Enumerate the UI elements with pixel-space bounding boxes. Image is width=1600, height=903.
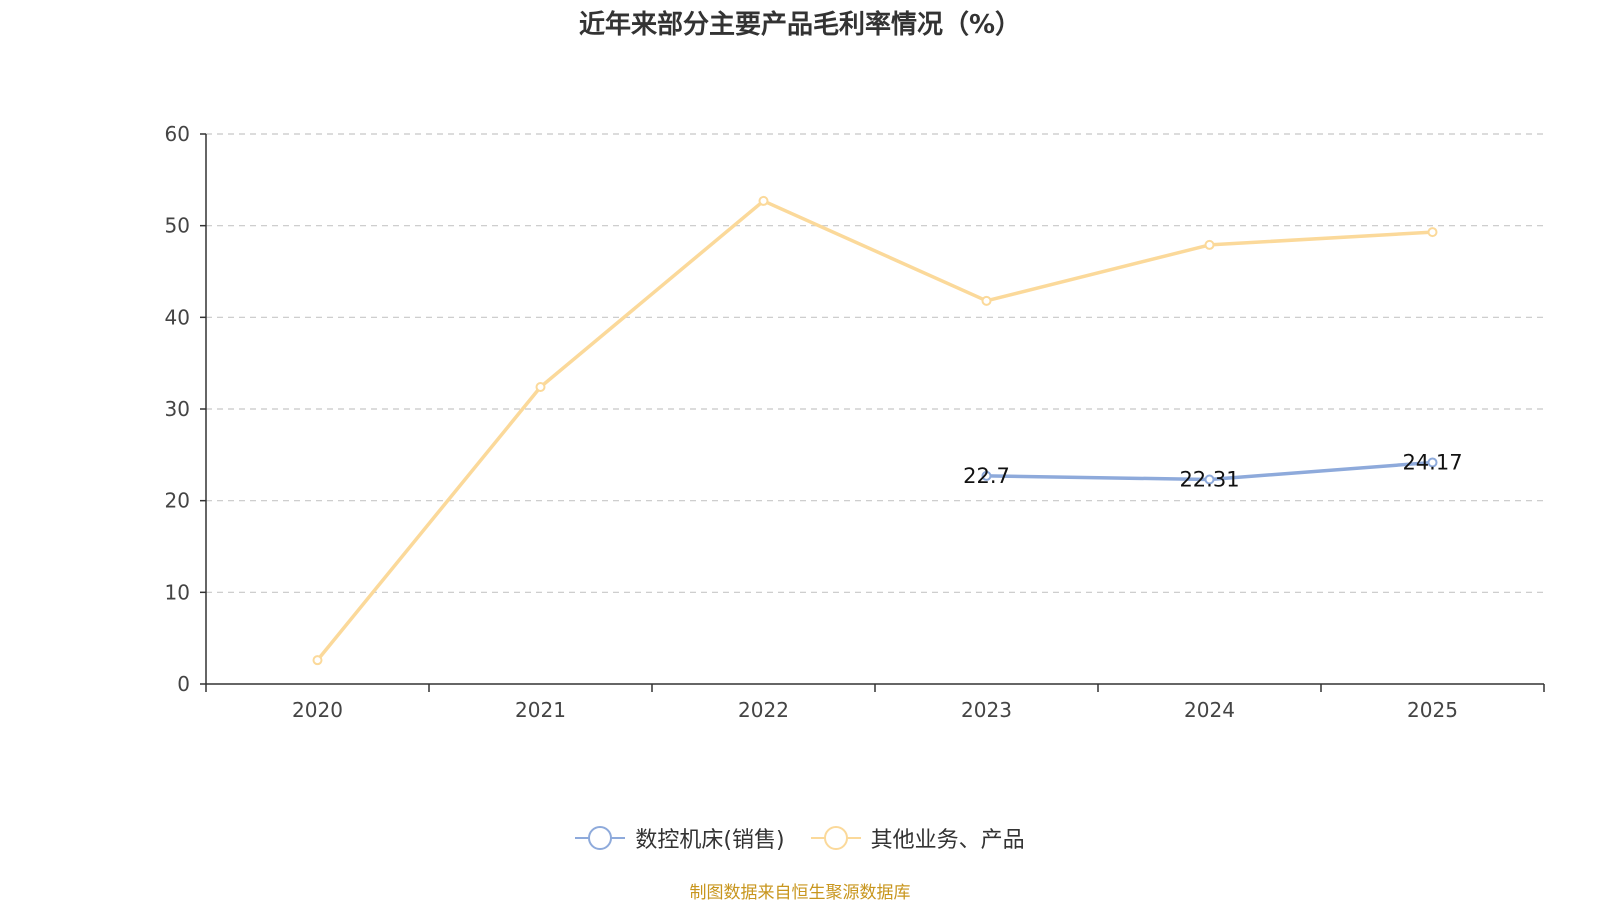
gridlines <box>206 133 1544 593</box>
legend-label: 其他业务、产品 <box>870 828 1025 853</box>
x-tick-label: 2024 <box>1184 698 1235 722</box>
data-label: 24.17 <box>1402 450 1462 474</box>
legend: 数控机床(销售) 其他业务、产品 <box>0 822 1600 854</box>
y-tick-label: 60 <box>165 122 190 146</box>
x-tick-label: 2023 <box>961 698 1012 722</box>
x-tick-label: 2022 <box>738 698 789 722</box>
legend-marker-icon <box>575 826 626 850</box>
data-point <box>1427 227 1438 238</box>
source-note: 制图数据来自恒生聚源数据库 <box>689 883 911 903</box>
data-point <box>1204 474 1215 485</box>
data-point <box>312 655 323 666</box>
y-tick-label: 50 <box>165 214 190 238</box>
y-tick-label: 0 <box>177 672 190 696</box>
y-tick-label: 40 <box>165 305 190 329</box>
x-tick-label: 2025 <box>1407 698 1458 722</box>
legend-item-cnc[interactable]: 数控机床(销售) <box>575 822 785 854</box>
data-point <box>535 382 546 392</box>
data-point <box>1427 457 1438 468</box>
series <box>312 195 1438 666</box>
y-tick-label: 20 <box>165 489 190 513</box>
chart-title: 近年来部分主要产品毛利率情况（%） <box>578 10 1022 40</box>
legend-item-other[interactable]: 其他业务、产品 <box>810 822 1025 854</box>
data-point <box>758 195 769 206</box>
axes: 0 10 20 30 40 50 60 2020 2021 2022 2023 2024 2025 <box>165 122 1545 722</box>
data-labels: 22.7 22.31 24.17 <box>963 450 1462 491</box>
y-tick-label: 10 <box>165 580 190 604</box>
x-tick-label: 2021 <box>515 698 566 722</box>
x-tick-label: 2020 <box>292 698 343 722</box>
data-label: 22.31 <box>1179 467 1239 491</box>
data-point <box>981 470 992 481</box>
data-point <box>1204 239 1215 250</box>
y-tick-label: 30 <box>165 397 190 421</box>
series-line <box>316 199 1433 662</box>
data-label: 22.7 <box>963 464 1010 488</box>
legend-label: 数控机床(销售) <box>635 828 785 853</box>
data-point <box>981 295 992 306</box>
legend-marker-icon <box>810 826 861 850</box>
